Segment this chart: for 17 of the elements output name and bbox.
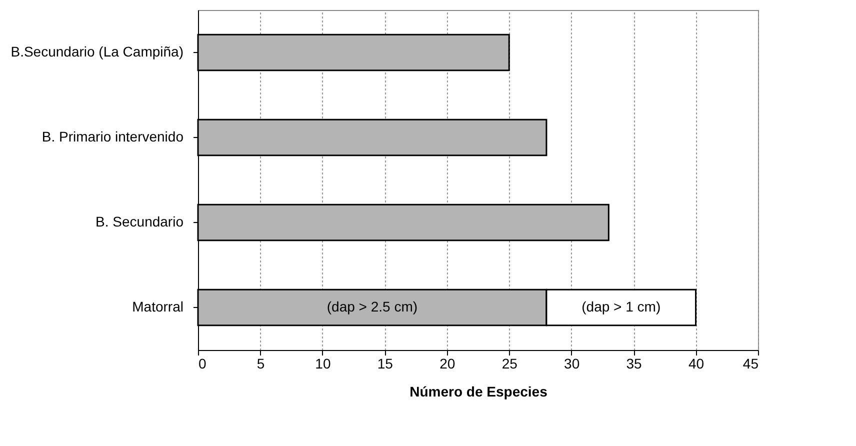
x-tick-label: 25	[502, 356, 518, 372]
x-tick-label: 10	[315, 356, 331, 372]
x-tick-label: 0	[198, 356, 206, 372]
x-axis-title: Número de Especies	[410, 384, 548, 400]
series-label: (dap > 2.5 cm)	[326, 298, 418, 314]
x-tick-label: 35	[626, 356, 642, 372]
series-label: (dap > 1 cm)	[582, 298, 661, 314]
x-tick-label: 40	[688, 356, 704, 372]
y-tick-label: B. Secundario	[96, 214, 184, 230]
x-tick-label: 45	[742, 356, 759, 372]
x-tick-label: 30	[564, 356, 580, 372]
y-tick-label: B.Secundario (La Campiña)	[10, 44, 184, 60]
x-tick-label: 20	[440, 356, 456, 372]
y-tick-label: B. Primario intervenido	[42, 128, 184, 144]
x-tick-label: 5	[256, 356, 265, 372]
x-tick-label: 15	[377, 356, 394, 372]
y-tick-label: Matorral	[132, 298, 184, 314]
